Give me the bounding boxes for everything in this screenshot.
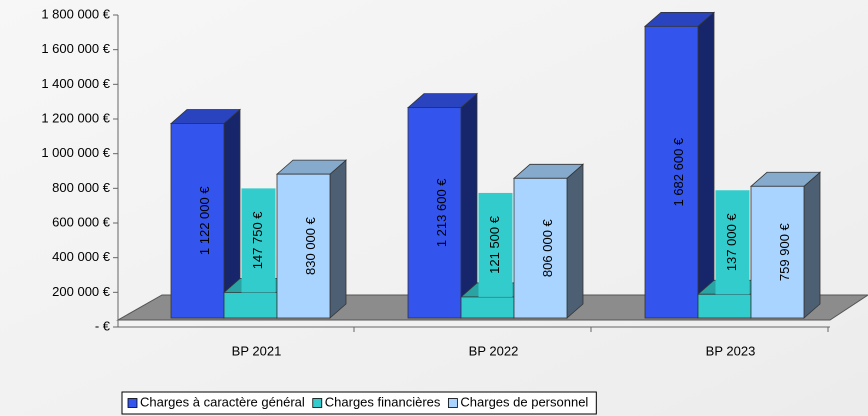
y-tick-label: 400 000 € xyxy=(52,249,111,264)
legend-box xyxy=(121,391,597,415)
bar xyxy=(407,107,462,319)
bar-side xyxy=(329,159,347,319)
data-label: 121 500 € xyxy=(487,215,502,274)
data-label: 1 213 600 € xyxy=(434,178,449,247)
data-label: 137 000 € xyxy=(724,213,739,272)
x-tick-label: BP 2021 xyxy=(232,343,282,358)
legend-swatch xyxy=(447,398,458,408)
bar xyxy=(460,296,515,319)
y-tick-label: 200 000 € xyxy=(52,284,111,299)
x-tick-label: BP 2022 xyxy=(469,343,519,358)
legend-swatch xyxy=(312,398,323,408)
bar xyxy=(644,25,699,319)
legend-label: Charges à caractère général xyxy=(140,394,305,409)
bar xyxy=(697,293,752,319)
bar-side xyxy=(566,163,584,319)
y-tick-label: 1 400 000 € xyxy=(41,76,110,91)
y-tick-label: 800 000 € xyxy=(52,180,111,195)
bar xyxy=(513,177,568,319)
y-tick-label: 600 000 € xyxy=(52,214,111,229)
data-label-box xyxy=(478,192,513,297)
y-tick-label: 1 200 000 € xyxy=(41,110,110,125)
bar-side xyxy=(460,92,478,319)
data-label-box xyxy=(241,188,276,293)
data-label-box xyxy=(715,190,750,295)
legend-label: Charges financières xyxy=(325,394,441,409)
legend-swatch xyxy=(127,398,138,408)
data-label: 1 682 600 € xyxy=(671,137,686,206)
x-tick-label: BP 2023 xyxy=(706,343,756,358)
data-label: 830 000 € xyxy=(303,216,318,275)
bar xyxy=(170,123,225,319)
data-label: 1 122 000 € xyxy=(197,186,212,255)
bar xyxy=(276,173,331,319)
data-label: 806 000 € xyxy=(540,218,555,277)
y-tick-label: 1 800 000 € xyxy=(41,6,110,21)
legend-label: Charges de personnel xyxy=(460,394,588,409)
bar xyxy=(750,185,805,319)
bar-side xyxy=(697,11,715,319)
bar-side xyxy=(803,171,821,319)
y-tick-label: 1 600 000 € xyxy=(41,41,110,56)
data-label: 759 900 € xyxy=(777,222,792,281)
y-tick-label: - € xyxy=(95,318,111,333)
y-tick-label: 1 000 000 € xyxy=(41,145,110,160)
data-label: 147 750 € xyxy=(250,211,265,270)
bar xyxy=(223,291,278,319)
